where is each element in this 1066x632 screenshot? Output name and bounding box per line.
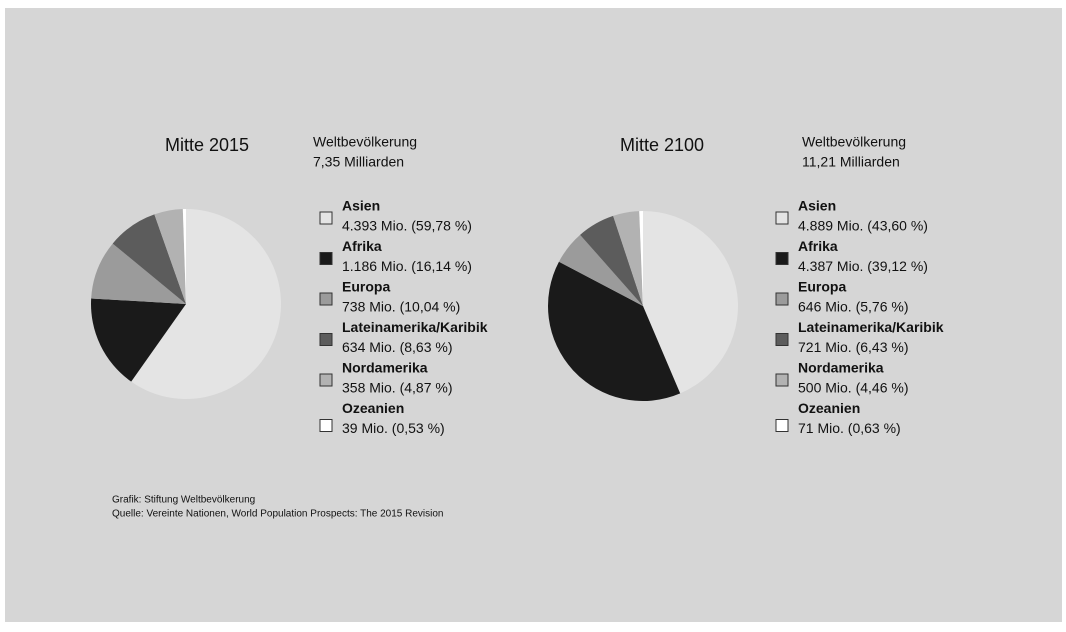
- legend-swatch: [319, 333, 333, 346]
- pie-slice: [91, 243, 186, 304]
- pie-slice: [182, 209, 186, 304]
- subtitle: 11,21 Milliarden: [802, 154, 900, 170]
- legend-swatch: [775, 419, 789, 432]
- value-label: 39 Mio. (0,53 %): [342, 420, 445, 436]
- chart-title: Mitte 2100: [620, 135, 704, 155]
- pie-slice: [643, 211, 738, 394]
- legend-label: Nordamerika: [798, 360, 884, 376]
- pie-slice: [558, 234, 643, 306]
- subtitle: Weltbevölkerung: [313, 134, 417, 150]
- value-label: 646 Mio. (5,76 %): [798, 299, 909, 315]
- chart-title: Mitte 2015: [165, 135, 249, 155]
- legend-label: Asien: [342, 198, 380, 214]
- value-label: 4.387 Mio. (39,12 %): [798, 258, 928, 274]
- value-label: 721 Mio. (6,43 %): [798, 339, 909, 355]
- value-label: 4.889 Mio. (43,60 %): [798, 218, 928, 234]
- pie-slice: [548, 261, 681, 401]
- legend-swatch: [775, 252, 789, 265]
- legend-swatch: [775, 333, 789, 346]
- legend-label: Europa: [342, 279, 390, 295]
- source-line: Quelle: Vereinte Nationen, World Populat…: [112, 509, 444, 520]
- pie-slice: [639, 211, 643, 306]
- legend-label: Ozeanien: [342, 400, 404, 416]
- legend-swatch: [319, 419, 333, 432]
- legend-swatch: [775, 373, 789, 387]
- value-label: 358 Mio. (4,87 %): [342, 380, 453, 396]
- pie-slice: [90, 298, 186, 382]
- legend-swatch: [319, 211, 333, 225]
- legend-label: Afrika: [342, 238, 382, 254]
- legend-label: Afrika: [798, 238, 838, 254]
- legend-swatch: [775, 211, 789, 225]
- value-label: 4.393 Mio. (59,78 %): [342, 218, 472, 234]
- subtitle: Weltbevölkerung: [802, 134, 906, 150]
- subtitle: 7,35 Milliarden: [313, 154, 404, 170]
- legend-label: Nordamerika: [342, 360, 428, 376]
- pie-slice: [131, 209, 282, 400]
- legend-label: Lateinamerika/Karibik: [798, 319, 944, 335]
- source-line: Grafik: Stiftung Weltbevölkerung: [112, 495, 255, 506]
- value-label: 1.186 Mio. (16,14 %): [342, 258, 472, 274]
- pie-slice: [580, 215, 643, 306]
- legend-label: Lateinamerika/Karibik: [342, 319, 488, 335]
- legend-label: Asien: [798, 198, 836, 214]
- legend-swatch: [319, 292, 333, 306]
- value-label: 500 Mio. (4,46 %): [798, 380, 909, 396]
- legend-label: Ozeanien: [798, 400, 860, 416]
- legend-swatch: [319, 373, 333, 387]
- value-label: 71 Mio. (0,63 %): [798, 420, 901, 436]
- legend-swatch: [319, 252, 333, 265]
- legend-swatch: [775, 292, 789, 306]
- pie-slice: [613, 211, 643, 306]
- pie-slice: [112, 214, 186, 304]
- value-label: 738 Mio. (10,04 %): [342, 299, 460, 315]
- legend-label: Europa: [798, 279, 846, 295]
- value-label: 634 Mio. (8,63 %): [342, 339, 453, 355]
- pie-slice: [154, 209, 186, 304]
